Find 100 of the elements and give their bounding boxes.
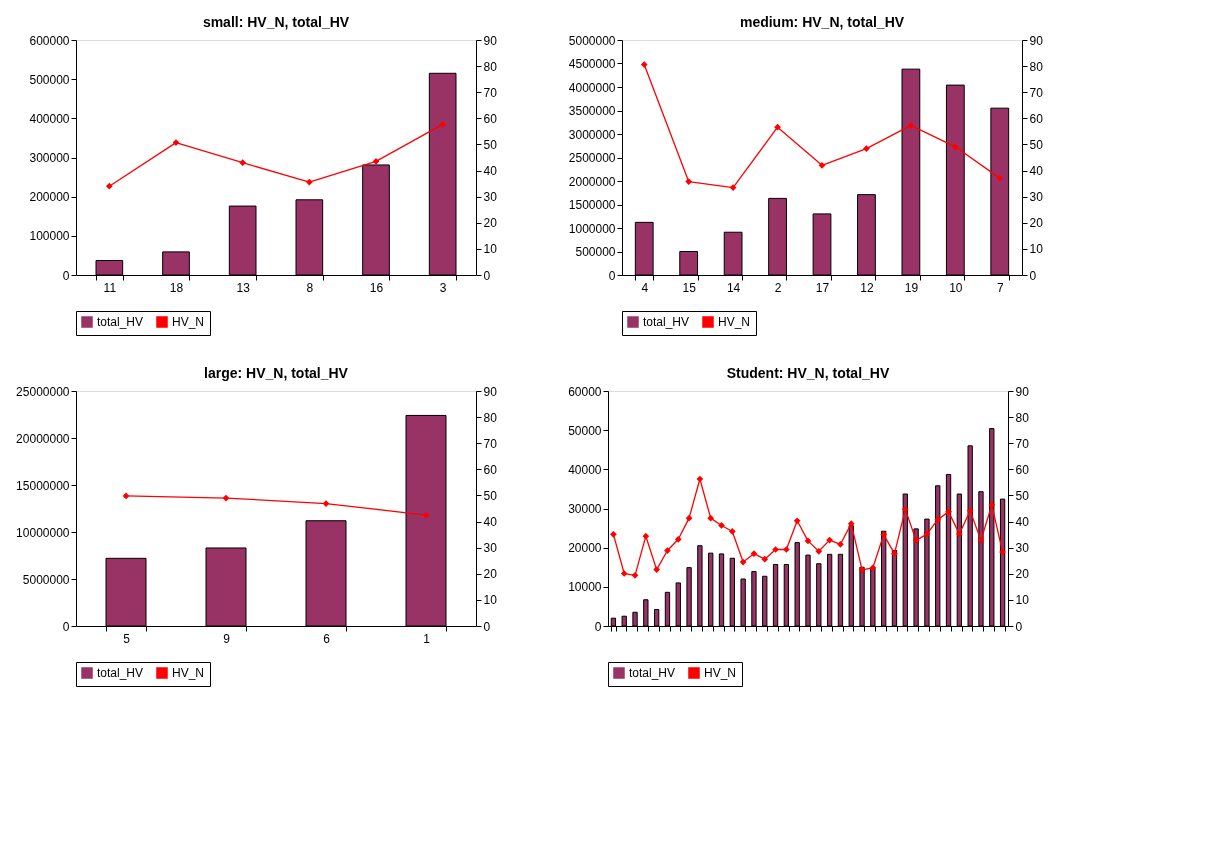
x-tick-label: 9: [223, 631, 231, 646]
point: [105, 182, 113, 190]
point: [815, 547, 823, 555]
point: [685, 178, 693, 185]
point: [664, 547, 671, 554]
point: [728, 528, 736, 535]
y2-tick-label: 10: [1015, 593, 1030, 608]
y-tick-label: 400000: [29, 111, 70, 126]
y2-tick-label: 60: [483, 111, 498, 126]
point: [923, 530, 931, 538]
y2-tick-label: 20: [483, 216, 498, 231]
y-tick-label: 2500000: [568, 151, 616, 165]
point: [774, 123, 781, 131]
y-tick-label: 50000: [568, 423, 602, 438]
point: [891, 550, 898, 558]
y2-tick-label: 50: [1029, 137, 1044, 152]
y2-tick-label: 40: [1029, 164, 1044, 179]
x-tick-label: 16: [369, 280, 384, 295]
y2-tick-label: 30: [483, 190, 498, 205]
y-tick-label: 0: [62, 268, 70, 283]
y2-tick-label: 0: [483, 268, 491, 283]
point: [945, 508, 952, 515]
y-tick-label: 4000000: [568, 80, 616, 95]
point: [863, 145, 870, 152]
point: [761, 555, 769, 563]
y2-tick-label: 50: [483, 488, 498, 503]
point: [696, 475, 704, 483]
y-tick-label: 15000000: [16, 478, 70, 493]
point: [858, 566, 866, 574]
y2-tick-label: 20: [1029, 216, 1044, 231]
point: [907, 122, 915, 129]
x-tick-label: 14: [726, 280, 741, 295]
y2-tick-label: 10: [483, 593, 498, 608]
point: [772, 546, 779, 553]
chart-title: Student: HV_N, total_HV: [726, 365, 890, 381]
point: [718, 522, 725, 529]
y2-tick-label: 80: [1015, 410, 1030, 425]
point: [642, 532, 650, 540]
y-tick-label: 600000: [29, 33, 70, 48]
point: [239, 159, 247, 167]
point: [739, 558, 747, 566]
point: [999, 548, 1006, 556]
legend-label: total_HV: [629, 666, 676, 680]
y2-tick-label: 0: [483, 619, 491, 634]
y2-tick-label: 80: [483, 410, 498, 425]
x-tick-label: 10: [949, 280, 963, 295]
y2-tick-label: 30: [1015, 541, 1030, 556]
y2-tick-label: 70: [483, 436, 498, 451]
y-tick-label: 5000000: [22, 572, 70, 587]
point: [956, 530, 963, 538]
y2-tick-label: 70: [483, 85, 498, 100]
point: [934, 516, 942, 524]
y-tick-label: 500000: [29, 72, 70, 87]
legend-label: HV_N: [704, 666, 737, 680]
y-tick-label: 0: [608, 268, 616, 283]
y2-tick-label: 10: [483, 242, 498, 257]
x-tick-label: 11: [103, 280, 117, 295]
y-tick-label: 10000: [568, 580, 602, 595]
y-tick-label: 0: [62, 619, 70, 634]
legend-label: total_HV: [643, 315, 690, 329]
point: [122, 492, 130, 500]
legend-label: HV_N: [718, 315, 751, 329]
point: [305, 178, 313, 186]
y2-tick-label: 10: [1029, 242, 1044, 257]
legend-label: HV_N: [172, 666, 205, 680]
y2-tick-label: 70: [1029, 85, 1044, 100]
y-tick-label: 3500000: [568, 104, 616, 118]
point: [966, 507, 974, 515]
y-tick-label: 5000000: [568, 33, 616, 48]
y2-tick-label: 60: [1015, 462, 1030, 477]
y-tick-label: 500000: [575, 245, 616, 259]
point: [793, 517, 801, 525]
point: [996, 174, 1004, 182]
point: [804, 537, 812, 545]
y2-tick-label: 0: [1015, 619, 1023, 634]
y-tick-label: 100000: [29, 229, 70, 244]
point: [653, 566, 660, 573]
point: [610, 531, 617, 538]
x-tick-label: 12: [860, 280, 874, 295]
y2-tick-label: 50: [1015, 488, 1030, 503]
y2-tick-label: 60: [483, 462, 498, 477]
y-tick-label: 25000000: [16, 384, 70, 399]
y2-tick-label: 90: [483, 33, 498, 48]
point: [880, 531, 888, 538]
y-tick-label: 1000000: [568, 221, 616, 236]
x-tick-label: 1: [423, 631, 431, 646]
point: [422, 511, 430, 519]
point: [912, 537, 920, 544]
y-tick-label: 0: [594, 619, 602, 634]
point: [439, 120, 447, 128]
y2-tick-label: 60: [1029, 111, 1044, 126]
y2-tick-label: 90: [1015, 384, 1030, 399]
y-tick-label: 20000000: [16, 431, 70, 446]
point: [640, 61, 648, 68]
point: [901, 505, 909, 513]
point: [818, 161, 826, 169]
point: [750, 550, 758, 558]
legend-label: total_HV: [97, 666, 144, 680]
point: [837, 540, 844, 548]
y2-tick-label: 40: [483, 164, 498, 179]
